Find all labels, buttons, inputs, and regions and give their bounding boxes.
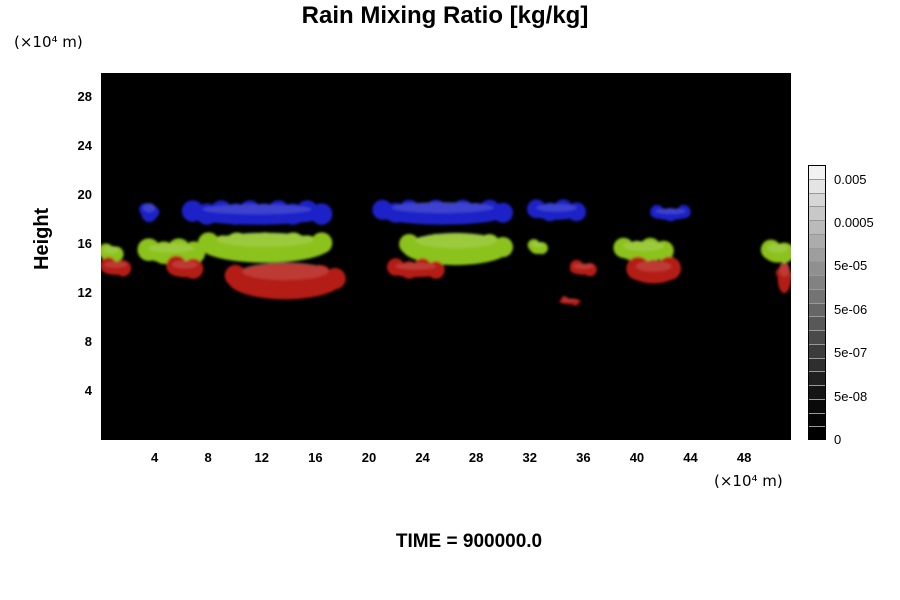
colorbar-label: 5e-06 bbox=[834, 302, 868, 317]
x-tick-label: 36 bbox=[576, 450, 591, 465]
colorbar-cell bbox=[809, 166, 825, 180]
cloud-feature-lower bbox=[387, 258, 445, 279]
cloud-feature-lower bbox=[569, 259, 597, 277]
chart-title: Rain Mixing Ratio [kg/kg] bbox=[301, 2, 589, 29]
colorbar-cell bbox=[809, 399, 825, 414]
colorbar-cell bbox=[809, 331, 825, 345]
cloud-feature-upper bbox=[139, 203, 160, 223]
y-tick-label: 20 bbox=[77, 187, 92, 203]
colorbar-cell bbox=[809, 221, 825, 235]
cloud-feature-lower bbox=[224, 262, 346, 300]
cloud-feature-middle bbox=[527, 239, 548, 255]
y-tick-label: 16 bbox=[77, 236, 92, 252]
x-tick-label: 8 bbox=[204, 450, 212, 465]
cloud-feature-middle bbox=[101, 243, 124, 263]
heatmap-svg bbox=[101, 199, 791, 306]
cloud-feature-lower bbox=[626, 256, 682, 284]
colorbar-cell bbox=[809, 413, 825, 428]
cloud-feature-middle bbox=[137, 238, 206, 264]
colorbar-cell bbox=[809, 372, 825, 386]
x-tick-label: 28 bbox=[468, 450, 484, 465]
colorbar-cell bbox=[809, 276, 825, 290]
colorbar-cell bbox=[809, 234, 825, 249]
cloud-feature-upper bbox=[527, 199, 587, 222]
colorbar bbox=[808, 165, 826, 440]
colorbar-label: 0.0005 bbox=[834, 215, 874, 230]
colorbar-label: 0.005 bbox=[834, 172, 867, 187]
plot-area bbox=[101, 73, 791, 440]
cloud-feature-middle bbox=[197, 232, 333, 263]
x-tick-label: 32 bbox=[522, 450, 537, 465]
colorbar-label: 5e-08 bbox=[834, 389, 868, 404]
cloud-feature-lower bbox=[559, 295, 581, 306]
colorbar-label: 5e-07 bbox=[834, 345, 868, 360]
colorbar-cell bbox=[809, 303, 825, 318]
cloud-feature-middle bbox=[399, 232, 513, 266]
cloud-feature-lower bbox=[101, 257, 132, 277]
colorbar-cell bbox=[809, 207, 825, 221]
y-axis-unit: (×10⁴ m) bbox=[14, 33, 83, 51]
x-tick-label: 16 bbox=[308, 450, 323, 465]
y-tick-label: 4 bbox=[84, 383, 92, 399]
colorbar-cell bbox=[809, 193, 825, 208]
y-tick-label: 28 bbox=[77, 89, 92, 105]
cloud-feature-upper bbox=[650, 204, 691, 222]
y-tick-label: 8 bbox=[84, 334, 92, 350]
colorbar-cell bbox=[809, 386, 825, 400]
x-tick-label: 40 bbox=[629, 450, 645, 465]
colorbar-cell bbox=[809, 248, 825, 263]
cloud-feature-lower bbox=[166, 255, 204, 279]
cloud-feature-middle bbox=[613, 237, 674, 262]
x-axis-unit: (×10⁴ m) bbox=[714, 472, 783, 490]
x-tick-label: 44 bbox=[683, 450, 698, 465]
x-tick-label: 20 bbox=[361, 450, 377, 465]
cloud-feature-lower bbox=[775, 261, 791, 294]
time-label: TIME = 900000.0 bbox=[395, 531, 543, 552]
cloud-feature-upper bbox=[372, 199, 513, 225]
cloud-feature-upper bbox=[181, 200, 333, 225]
colorbar-cell bbox=[809, 179, 825, 194]
colorbar-cell bbox=[809, 262, 825, 276]
x-tick-label: 48 bbox=[736, 450, 752, 465]
cloud-feature-middle bbox=[760, 239, 791, 263]
y-tick-label: 24 bbox=[77, 138, 92, 154]
colorbar-cell bbox=[809, 344, 825, 359]
colorbar-label: 5e-05 bbox=[834, 258, 868, 273]
x-tick-label: 12 bbox=[254, 450, 269, 465]
colorbar-cell bbox=[809, 289, 825, 304]
colorbar-cell bbox=[809, 427, 825, 439]
y-axis-label: Height bbox=[31, 207, 53, 270]
x-tick-label: 4 bbox=[150, 450, 159, 465]
x-tick-label: 24 bbox=[415, 450, 430, 465]
colorbar-cell bbox=[809, 317, 825, 331]
y-tick-label: 12 bbox=[77, 285, 92, 301]
colorbar-label: 0 bbox=[834, 432, 842, 447]
colorbar-cell bbox=[809, 358, 825, 373]
